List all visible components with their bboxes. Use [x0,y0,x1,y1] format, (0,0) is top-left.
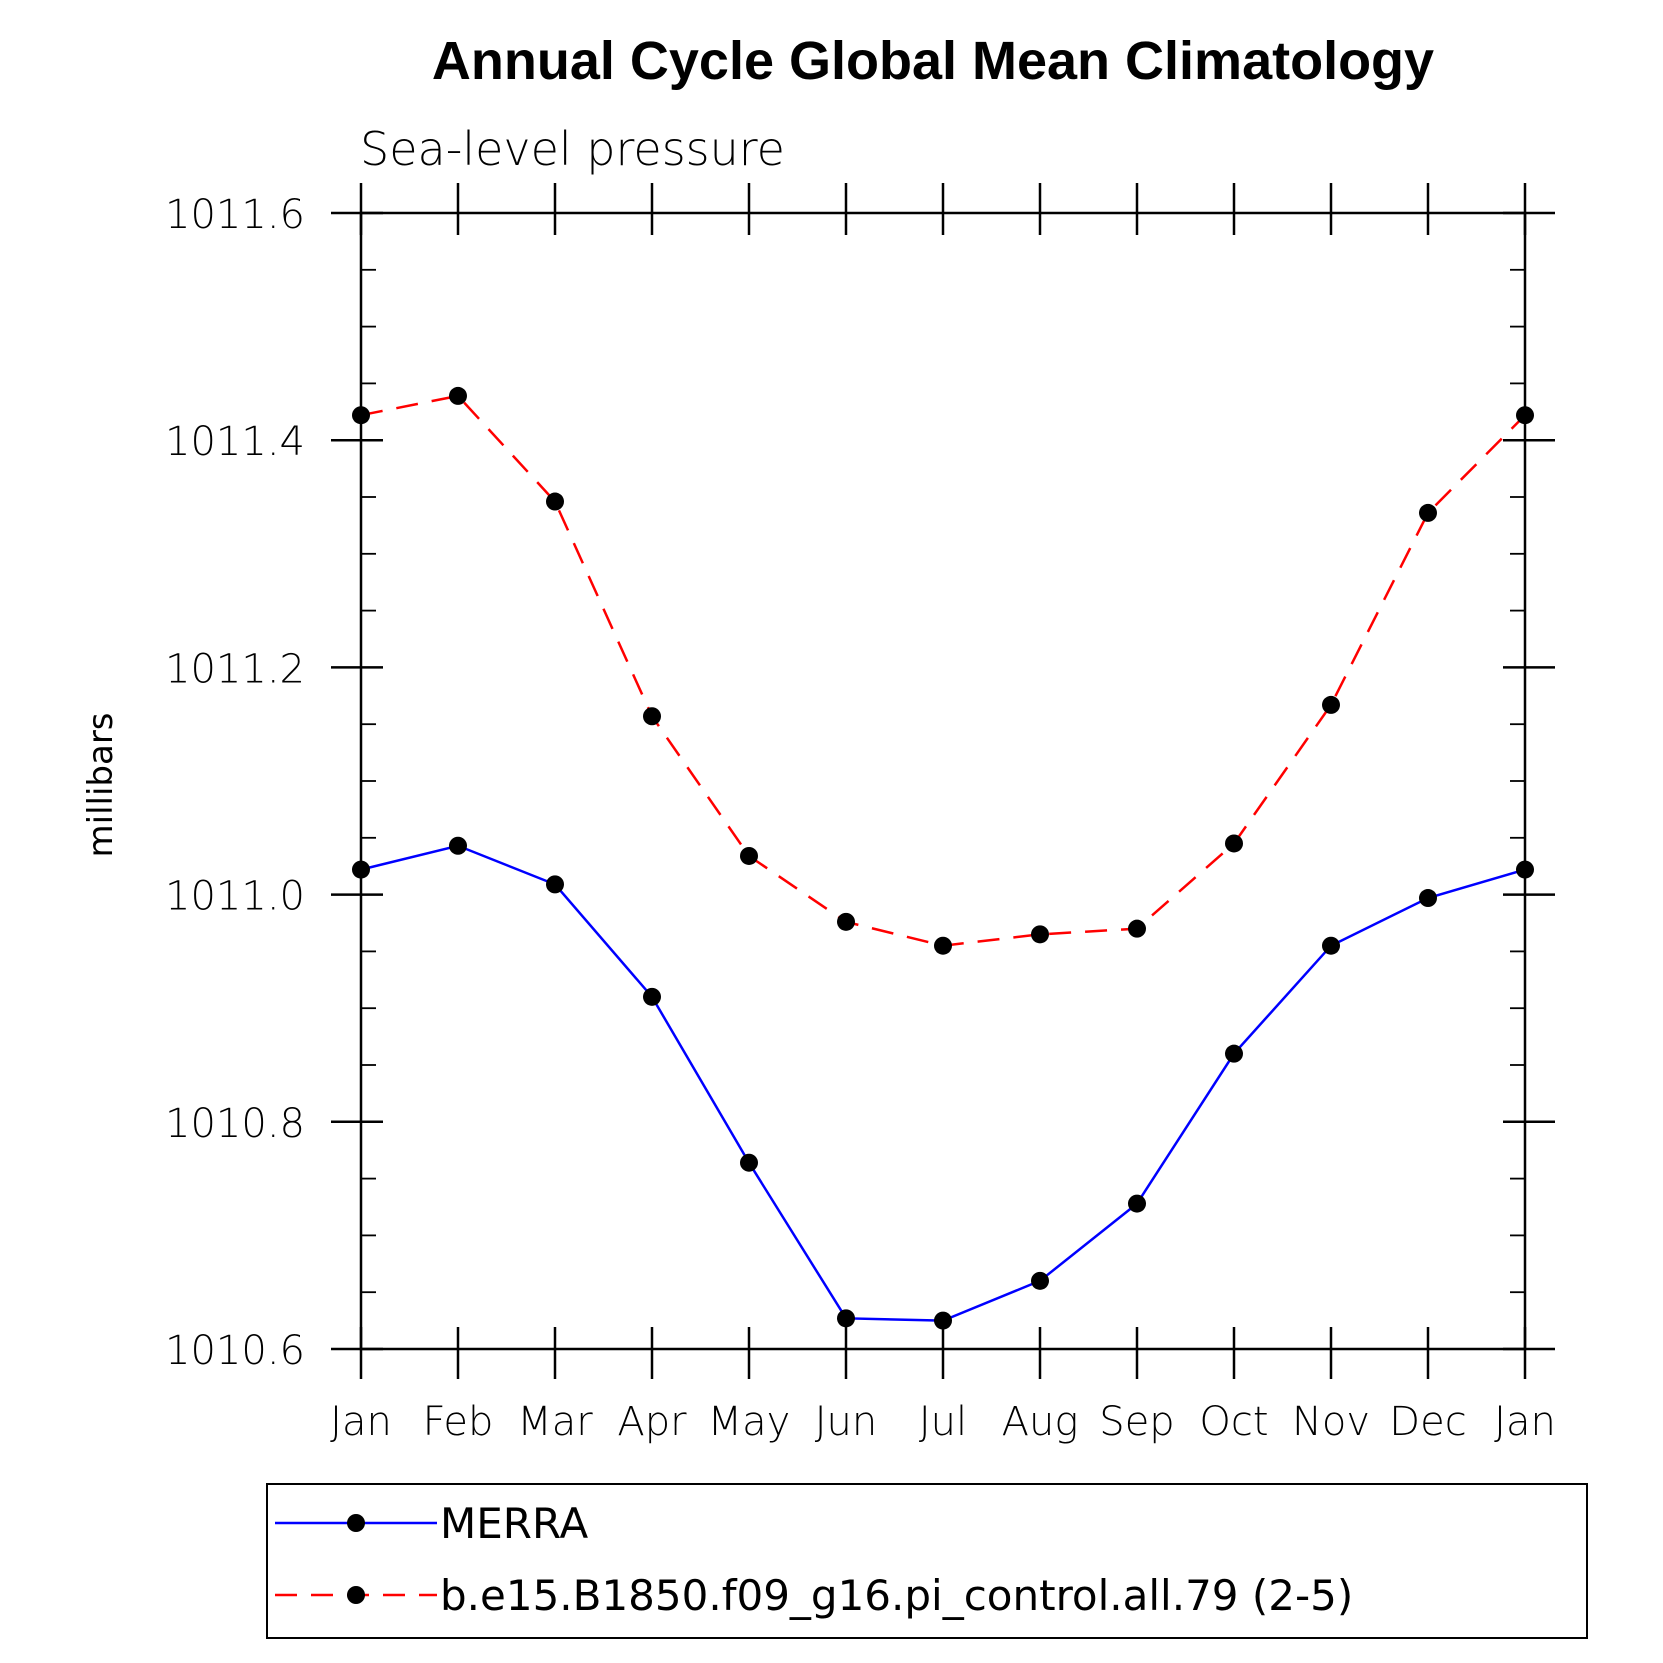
data-point [934,936,952,955]
x-tick-label: May [708,1399,791,1445]
data-point [1225,1044,1243,1063]
x-tick-label: Jan [330,1399,392,1445]
data-point [837,1309,855,1328]
legend-box [266,1483,1588,1639]
data-point [449,386,467,405]
y-tick-label: 1010.6 [165,1328,305,1374]
data-point [1031,1271,1049,1290]
data-point [1031,925,1049,944]
data-point [934,1311,952,1330]
data-point [740,1153,758,1172]
x-tick-label: Feb [423,1399,494,1445]
x-tick-label: Jun [815,1399,878,1445]
series-layer [352,386,1534,1330]
series-line-1 [360,394,1526,947]
x-tick-label: Jul [919,1399,967,1445]
data-point [1516,406,1534,425]
plot-frame: Jan Feb Mar Apr May Jun Jul Aug Sep Oct Nov Dec Jan 1… [165,183,1556,1445]
legend-marker-merra [347,1514,365,1532]
x-tick-label: Aug [1002,1399,1079,1445]
data-point [546,875,564,894]
data-point [546,492,564,511]
data-point [352,860,370,879]
legend-marker-model [347,1586,365,1604]
chart-title: Annual Cycle Global Mean Climatology [432,31,1434,91]
data-point [1419,889,1437,908]
legend: MERRA b.e15.B1850.f09_g16.pi_control.all… [266,1483,1588,1639]
y-tick-label: 1011.2 [165,646,305,692]
chart-subtitle: Sea-level pressure [360,122,785,176]
y-tick-label: 1011.0 [165,874,305,920]
data-point [1322,695,1340,714]
data-point [449,836,467,855]
data-point [1225,834,1243,853]
x-tick-label: Dec [1389,1399,1466,1445]
data-point [1419,503,1437,522]
data-point [1128,1194,1146,1213]
data-point [643,987,661,1006]
data-point [1516,860,1534,879]
x-tick-label: Nov [1292,1399,1370,1445]
y-axis-label: millibars [81,712,121,857]
x-tick-label: Oct [1199,1399,1268,1445]
data-point [643,707,661,726]
y-tick-label: 1010.8 [165,1101,305,1147]
y-tick-label: 1011.6 [165,192,305,238]
x-tick-label: Apr [617,1399,687,1445]
plot-border [359,211,1527,1351]
x-tick-label: Jan [1494,1399,1556,1445]
y-tick-label: 1011.4 [165,419,305,465]
series-line-0 [360,844,1526,1322]
data-point [352,406,370,425]
x-tick-label: Sep [1099,1399,1174,1445]
legend-label-merra: MERRA [440,1499,588,1548]
data-point [1322,936,1340,955]
data-point [740,846,758,865]
x-tick-label: Mar [517,1399,593,1445]
legend-label-model: b.e15.B1850.f09_g16.pi_control.all.79 (2… [440,1571,1353,1620]
data-point [1128,919,1146,938]
data-point [837,912,855,931]
